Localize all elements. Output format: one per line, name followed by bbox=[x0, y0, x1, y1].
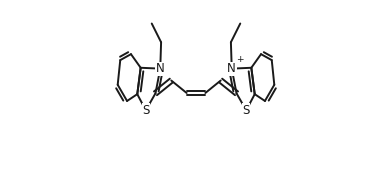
Text: S: S bbox=[142, 104, 149, 117]
Text: +: + bbox=[236, 55, 243, 64]
Text: S: S bbox=[243, 104, 250, 117]
Text: N: N bbox=[156, 62, 165, 75]
Text: N: N bbox=[227, 62, 236, 75]
